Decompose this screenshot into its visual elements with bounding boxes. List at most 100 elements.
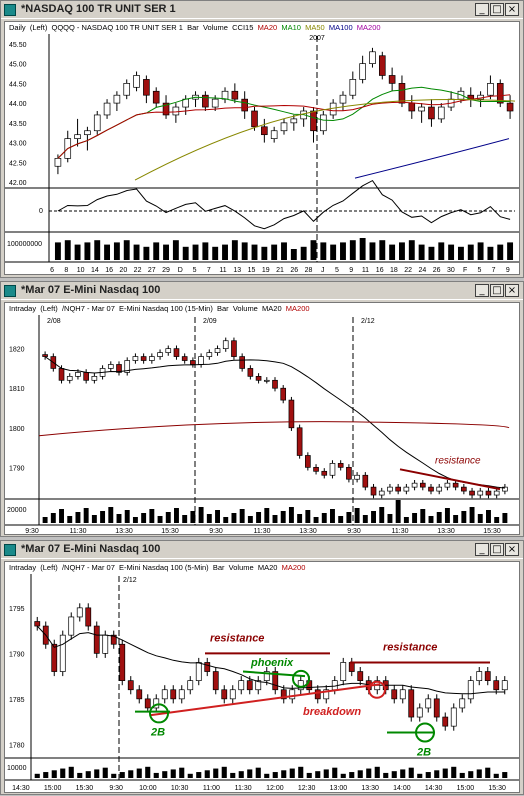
15min-candle bbox=[387, 486, 393, 492]
title-bar[interactable]: *Mar 07 E-Mini Nasdaq 100 _ □ × bbox=[1, 541, 523, 559]
volume-bar bbox=[494, 517, 500, 523]
volume-bar bbox=[74, 244, 81, 260]
volume-bar bbox=[346, 512, 352, 523]
year-label: 2007 bbox=[309, 35, 325, 42]
minimize-button[interactable]: _ bbox=[475, 543, 489, 556]
maximize-button[interactable]: □ bbox=[490, 3, 504, 16]
volume-bar bbox=[231, 240, 238, 260]
5min-candle bbox=[399, 689, 406, 700]
volume-bar bbox=[251, 244, 258, 260]
volume-bar bbox=[289, 768, 295, 778]
volume-bar bbox=[485, 767, 491, 778]
chart-window-icon bbox=[4, 4, 16, 16]
2b-annotation: 2B bbox=[416, 746, 431, 758]
volume-bar bbox=[261, 246, 268, 260]
x-tick-label: 19 bbox=[262, 267, 270, 274]
maximize-button[interactable]: □ bbox=[490, 284, 504, 297]
x-tick-label: 30 bbox=[447, 267, 455, 274]
header-label: Intraday (Left) bbox=[9, 563, 62, 572]
volume-bar bbox=[128, 770, 134, 778]
minimize-button[interactable]: _ bbox=[475, 3, 489, 16]
intraday-15min-chart: 2/08 2/09 2/12 1820 1810 1800 1790 resistance 20… bbox=[5, 315, 519, 535]
volume-bar bbox=[247, 769, 253, 778]
15min-candle bbox=[214, 348, 221, 353]
volume-bar bbox=[403, 517, 409, 523]
daily-candle bbox=[211, 98, 219, 108]
15min-candle bbox=[280, 387, 287, 401]
volume-bar bbox=[288, 507, 294, 523]
volume-bar bbox=[94, 240, 101, 260]
title-bar[interactable]: *NASDAQ 100 TR UNIT SER 1 _ □ × bbox=[1, 1, 523, 19]
title-bar[interactable]: *Mar 07 E-Mini Nasdaq 100 _ □ × bbox=[1, 282, 523, 300]
volume-bar bbox=[477, 242, 484, 260]
daily-candle bbox=[378, 55, 386, 76]
volume-bar bbox=[320, 242, 327, 260]
y-tick-label: 42.50 bbox=[9, 160, 27, 167]
y-tick-label: 43.00 bbox=[9, 141, 27, 148]
5min-candle bbox=[246, 680, 253, 691]
maximize-button[interactable]: □ bbox=[490, 543, 504, 556]
volume-bar bbox=[172, 240, 179, 260]
15min-candle bbox=[313, 466, 319, 472]
5min-candle bbox=[340, 662, 347, 681]
breakdown-circle bbox=[368, 680, 386, 699]
volume-bar bbox=[143, 246, 150, 260]
volume-bar bbox=[417, 773, 423, 778]
volume-bar bbox=[264, 773, 270, 778]
5min-candle bbox=[391, 689, 398, 700]
volume-bar bbox=[202, 242, 209, 260]
volume-bar bbox=[332, 767, 338, 778]
daily-candle bbox=[133, 75, 140, 88]
15min-candle bbox=[444, 482, 451, 488]
x-tick-label: F bbox=[463, 267, 467, 274]
window-title: *Mar 07 E-Mini Nasdaq 100 bbox=[21, 543, 161, 555]
volume-bar bbox=[391, 771, 397, 778]
daily-candle bbox=[270, 130, 278, 139]
15min-candle bbox=[346, 466, 352, 480]
x-tick-label: 15:00 bbox=[457, 785, 475, 792]
ma20-line bbox=[57, 94, 511, 159]
x-tick-label: 11:30 bbox=[392, 528, 409, 534]
volume-bar bbox=[476, 769, 482, 778]
15min-candle bbox=[436, 486, 443, 492]
x-tick-label: 13:30 bbox=[115, 528, 133, 534]
x-tick-label: 7 bbox=[207, 267, 211, 274]
daily-candle bbox=[339, 94, 347, 104]
ma20-line bbox=[36, 625, 505, 695]
volume-bar bbox=[241, 242, 248, 260]
volume-bar bbox=[330, 244, 337, 260]
cci-tick-label: 0 bbox=[39, 208, 43, 215]
5min-candle bbox=[272, 671, 279, 691]
volume-bar bbox=[59, 509, 64, 523]
volume-bar bbox=[330, 509, 335, 523]
x-tick-label: 15:30 bbox=[488, 785, 506, 792]
volume-bar bbox=[379, 507, 385, 523]
y-tick-label: 43.50 bbox=[9, 121, 27, 128]
resistance-annotation: resistance bbox=[383, 642, 437, 654]
volume-bar bbox=[34, 773, 40, 778]
volume-bar bbox=[434, 770, 440, 778]
volume-bar bbox=[187, 773, 193, 778]
minimize-button[interactable]: _ bbox=[475, 284, 489, 297]
volume-bar bbox=[132, 517, 138, 523]
close-button[interactable]: × bbox=[505, 284, 519, 297]
y-tick-label: 1780 bbox=[9, 742, 25, 749]
15min-candle bbox=[66, 375, 73, 381]
x-tick-label: 15:30 bbox=[483, 528, 501, 534]
volume-bar bbox=[428, 246, 435, 260]
volume-tick-label: 20000 bbox=[7, 507, 27, 514]
volume-bar bbox=[461, 511, 467, 523]
volume-bar bbox=[408, 767, 414, 778]
volume-bar bbox=[349, 240, 356, 260]
x-tick-label: 18 bbox=[390, 267, 398, 274]
volume-bar bbox=[215, 510, 220, 523]
window-title: *NASDAQ 100 TR UNIT SER 1 bbox=[21, 3, 176, 15]
close-button[interactable]: × bbox=[505, 543, 519, 556]
close-button[interactable]: × bbox=[505, 3, 519, 16]
x-tick-label: 13 bbox=[233, 267, 241, 274]
volume-bar bbox=[141, 513, 147, 523]
volume-bar bbox=[223, 517, 229, 523]
volume-bar bbox=[379, 240, 386, 260]
chart-window-icon bbox=[4, 285, 16, 297]
5min-candle bbox=[68, 616, 75, 636]
